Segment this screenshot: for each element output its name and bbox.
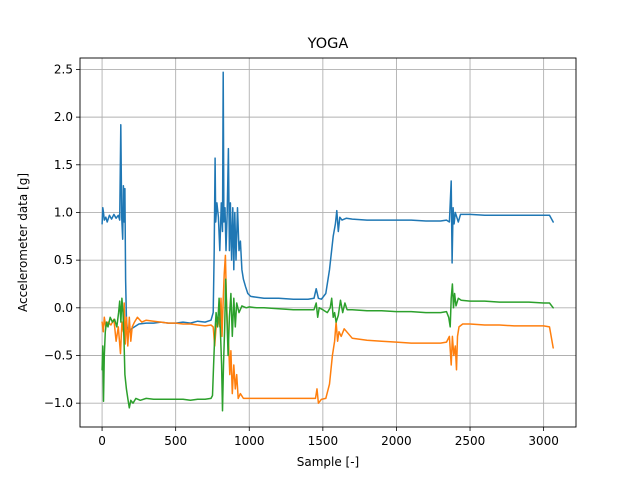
- y-axis-label: Accelerometer data [g]: [16, 173, 30, 312]
- x-tick-label: 1500: [308, 434, 339, 448]
- x-axis-label: Sample [-]: [297, 455, 360, 469]
- y-tick-label: 0.5: [54, 253, 73, 267]
- series-line-1: [101, 71, 554, 333]
- y-tick-label: 2.0: [54, 110, 73, 124]
- y-tick-label: 0.0: [54, 301, 73, 315]
- series-line-2: [101, 254, 554, 404]
- x-tick-label: 2000: [381, 434, 412, 448]
- x-tick-label: 3000: [528, 434, 559, 448]
- series-line-3: [101, 278, 554, 412]
- ticks: 0 500 1000 1500 2000 2500 3000 −1.0 −0.5 0.0 0.5 1.…: [44, 62, 559, 448]
- y-tick-label: 1.5: [54, 158, 73, 172]
- chart-title: YOGA: [307, 36, 349, 52]
- x-tick-label: 2500: [455, 434, 486, 448]
- grid: [80, 58, 576, 427]
- y-tick-label: −1.0: [44, 396, 73, 410]
- axes-frame: [79, 57, 577, 428]
- x-tick-label: 0: [98, 434, 106, 448]
- y-tick-label: 1.0: [54, 205, 73, 219]
- x-tick-label: 500: [164, 434, 187, 448]
- y-tick-label: −0.5: [44, 348, 73, 362]
- y-tick-label: 2.5: [54, 62, 73, 76]
- x-tick-label: 1000: [234, 434, 265, 448]
- series-layer: [101, 71, 554, 412]
